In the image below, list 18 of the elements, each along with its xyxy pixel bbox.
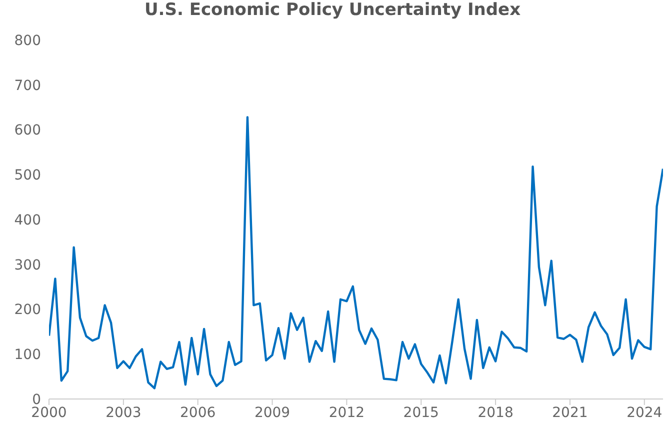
y-tick-label: 300 — [14, 257, 41, 274]
x-tick-label: 2018 — [478, 404, 514, 421]
chart-title: U.S. Economic Policy Uncertainty Index — [143, 0, 522, 20]
x-tick-label: 2003 — [106, 404, 142, 421]
y-tick-label: 100 — [14, 347, 41, 364]
y-tick-label: 700 — [14, 78, 41, 94]
x-tick-label: 2021 — [552, 404, 588, 421]
line-series — [49, 116, 663, 390]
y-tick-label: 600 — [14, 122, 41, 139]
x-tick-label: 2015 — [403, 404, 439, 421]
y-tick-label: 400 — [14, 212, 41, 228]
x-tick-label: 2012 — [328, 404, 365, 421]
y-tick-label: 800 — [14, 32, 41, 49]
y-tick-label: 200 — [14, 302, 41, 318]
y-tick-label: 500 — [14, 168, 41, 184]
x-tick-label: 2006 — [180, 404, 216, 421]
x-tick-label: 2024 — [626, 404, 662, 421]
x-tick-label: 2009 — [254, 404, 290, 421]
